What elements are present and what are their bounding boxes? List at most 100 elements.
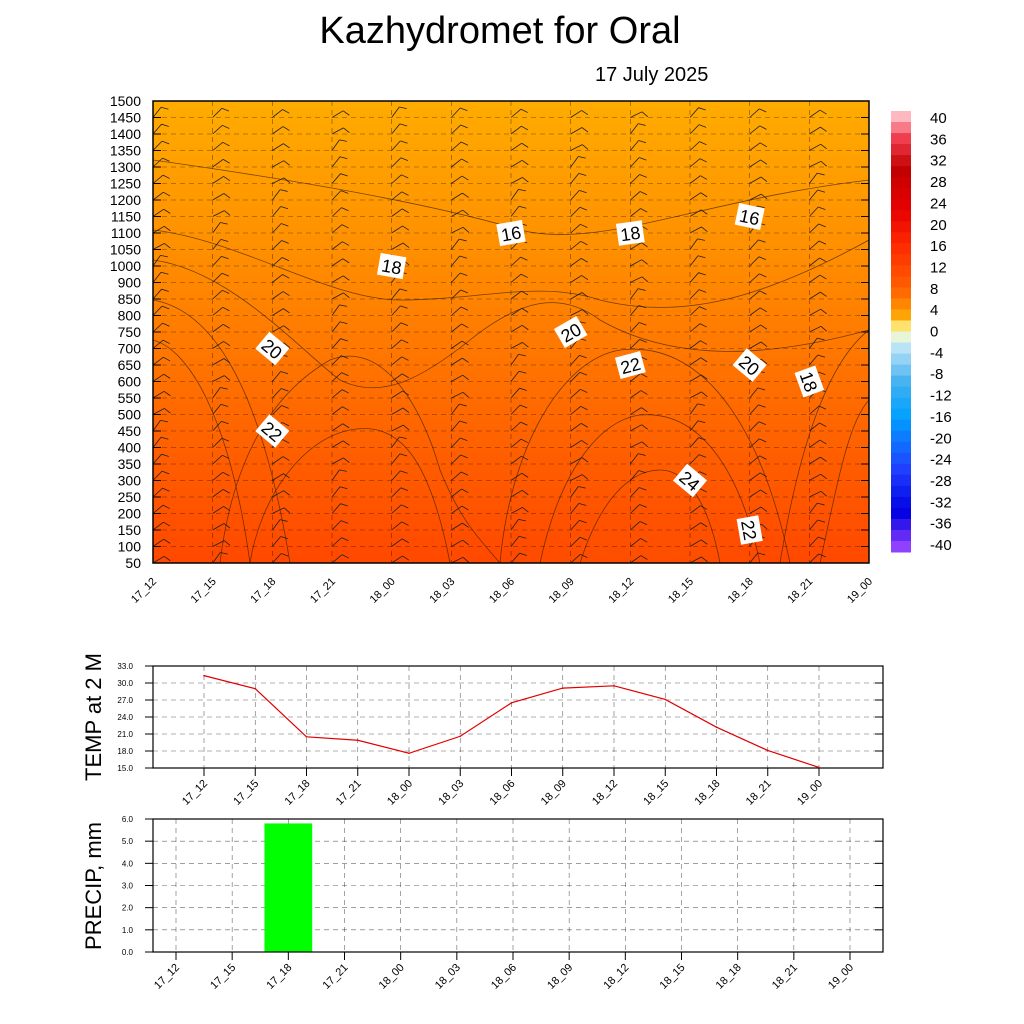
wind-barb [153,390,171,399]
wind-barb [749,159,768,168]
wind-barb [809,223,826,234]
cross-section-panel: 1500145014001350130012501200115011001050… [110,93,886,606]
wind-barb [510,205,527,217]
wind-barb-staff [153,288,162,300]
wind-barb-flag [400,487,409,492]
wind-barb-staff [510,438,522,448]
wind-barb-staff [153,101,161,102]
contour-line [779,329,869,563]
wind-barb-flag [401,521,409,526]
wind-barb [749,176,768,184]
wind-barb-flag [460,437,468,441]
wind-barb-flag [461,505,469,511]
wind-barb-staff [749,142,761,151]
wind-barb-staff [570,440,582,448]
wind-barb-staff [272,507,285,514]
wind-barb [212,523,231,531]
y-tick-label: 650 [118,357,142,373]
y-tick-label: 1100 [111,225,141,241]
wind-barb-flag [879,388,886,395]
wind-barb-staff [272,257,283,267]
wind-barb-flag [283,177,291,184]
wind-barb-flag [342,423,350,429]
wind-barb-flag [222,471,230,477]
wind-barb [510,489,529,498]
wind-barb-flag [459,238,467,242]
wind-barb-flag [700,505,708,510]
wind-barb-flag [521,472,529,478]
wind-barb [749,256,767,267]
wind-barb [331,406,350,415]
wind-barb-staff [630,288,639,300]
colorbar-cell [891,474,911,487]
wind-barb [451,420,468,432]
wind-barb-staff [153,174,164,184]
wind-barb-staff [689,357,702,366]
wind-barb-staff [510,507,523,514]
contour-label-box [255,414,290,448]
wind-barb-staff [451,357,463,366]
wind-barb-flag [580,405,588,411]
wind-barb [749,142,767,151]
wind-barb-staff [630,407,642,415]
wind-barb [630,259,648,267]
wind-barb [689,454,707,465]
wind-barb [570,223,588,234]
wind-barb-flag [281,388,289,392]
wind-barb [570,275,589,283]
wind-barb-staff [749,506,762,514]
wind-barb [749,438,767,448]
wind-barb-flag [282,439,290,444]
wind-barb-staff [391,390,403,399]
temperature-y-tick-label: 30.0 [117,679,133,688]
wind-barb-flag [819,257,827,263]
wind-barb [809,291,827,300]
wind-barb-staff [749,176,762,184]
wind-barb-staff [451,471,462,481]
wind-barb [451,226,470,234]
wind-barb-staff [153,225,165,234]
contour-line [153,339,251,563]
wind-barb-flag [759,307,767,313]
wind-barb-flag [222,306,230,312]
wind-barb [212,324,230,333]
colorbar-label: -24 [930,452,952,469]
wind-barb-flag [461,488,469,494]
y-tick-label: 150 [118,522,142,538]
wind-barb [749,341,768,349]
wind-barb [868,305,869,316]
wind-barb-staff [809,172,818,184]
wind-barb-staff [510,256,521,267]
wind-barb-staff [153,140,163,151]
wind-barb-flag [700,539,708,545]
precipitation-x-tick-label: 19_00 [826,962,856,992]
precipitation-x-tick-label: 18_18 [714,962,744,992]
wind-barb-flag [879,223,886,230]
wind-barb [153,174,170,184]
wind-barb [451,158,469,168]
wind-barb [331,423,350,432]
wind-barb [809,473,827,481]
wind-barb-staff [212,176,224,184]
wind-barb-flag [521,125,529,131]
wind-barb [451,272,468,283]
wind-barb-flag [462,556,470,563]
wind-barb [212,141,230,151]
wind-barb-flag [700,357,708,363]
wind-barb-flag [760,324,768,330]
wind-barb [630,322,647,333]
wind-barb-staff [689,289,700,300]
wind-barb [212,255,229,267]
wind-barb-flag [880,258,886,266]
wind-barb-flag [876,451,883,457]
wind-barb [809,172,825,184]
wind-barb-staff [510,404,521,415]
wind-barb-flag [578,156,586,159]
wind-barb-flag [579,536,588,541]
wind-barb-flag [641,407,648,413]
wind-barb-staff [868,372,869,382]
wind-barb-staff [510,387,520,399]
wind-barb [809,325,828,333]
wind-barb [510,188,526,201]
x-tick-label: 18_03 [427,576,457,606]
